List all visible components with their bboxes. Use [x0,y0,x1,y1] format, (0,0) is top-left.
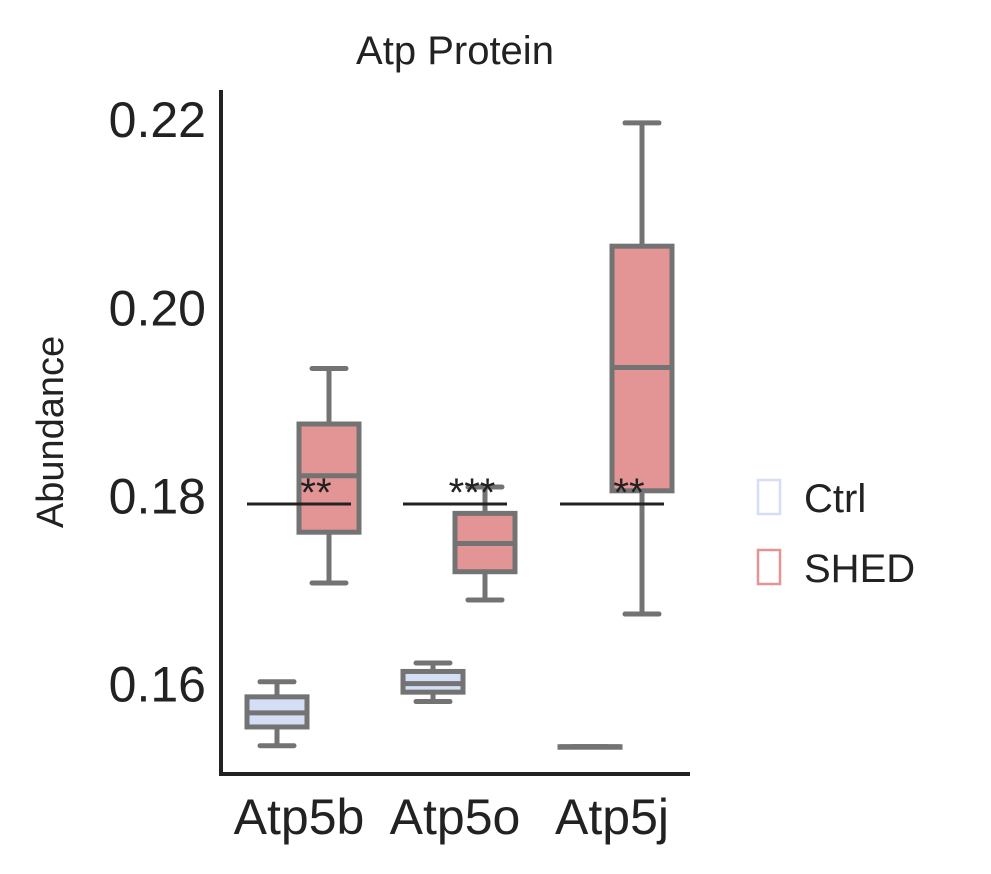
chart-title: Atp Protein [356,29,554,73]
significance-label: *** [449,471,496,515]
y-tick-label: 0.18 [109,468,206,524]
legend: Ctrl SHED [756,477,915,591]
legend-label-shed: SHED [804,547,915,591]
x-tick-label: Atp5b [234,789,365,845]
significance-label: ** [300,471,331,515]
y-tick-label: 0.22 [109,92,206,148]
box-ctrl-atp5j [557,744,623,750]
box-ctrl-atp5b [244,679,310,749]
box-shed-atp5o [452,484,518,603]
y-tick-label: 0.20 [109,280,206,336]
box-ctrl-atp5o [400,660,466,705]
y-axis-label: Abundance [30,336,72,528]
legend-swatch-shed [756,548,782,586]
legend-swatch-ctrl [756,478,782,516]
significance-label: ** [613,471,644,515]
box-shed-atp5b [296,365,362,586]
y-tick-label: 0.16 [109,657,206,713]
legend-label-ctrl: Ctrl [804,477,866,521]
box-shed-atp5j [609,120,675,617]
x-tick-label: Atp5o [390,789,521,845]
x-tick-label: Atp5j [555,789,669,845]
